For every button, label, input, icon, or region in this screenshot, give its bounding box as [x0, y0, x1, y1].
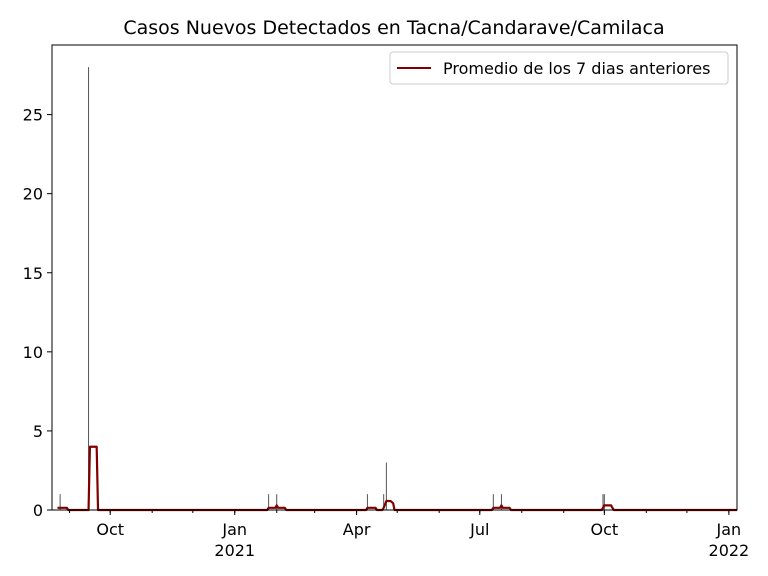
x-tick-label: Jul — [469, 520, 489, 539]
daily-case-bar — [383, 494, 385, 510]
average-line — [57, 445, 737, 512]
y-tick-label: 10 — [23, 343, 43, 362]
legend-label: Promedio de los 7 dias anteriores — [443, 59, 710, 78]
daily-case-bar — [366, 494, 368, 510]
y-axis: 0 5 10 15 20 25 — [23, 106, 52, 520]
chart-title: Casos Nuevos Detectados en Tacna/Candara… — [123, 17, 664, 39]
daily-case-bar — [385, 462, 387, 510]
x-tick-year-label: 2021 — [214, 541, 255, 560]
x-tick-label: Oct — [96, 520, 124, 539]
daily-case-bar — [500, 494, 502, 510]
y-tick-label: 0 — [33, 501, 43, 520]
x-tick-label: Jan — [716, 520, 742, 539]
y-tick-label: 20 — [23, 185, 43, 204]
daily-case-bar — [276, 494, 278, 510]
legend-box — [389, 51, 729, 85]
x-axis: Oct Jan 2021 Apr Jul Oct Jan 2022 — [69, 510, 750, 560]
average-line-series — [57, 445, 737, 512]
y-tick-label: 15 — [23, 264, 43, 283]
x-tick-label: Apr — [343, 520, 371, 539]
y-tick-label: 5 — [33, 422, 43, 441]
legend: Promedio de los 7 dias anteriores — [389, 51, 729, 85]
x-tick-label: Oct — [590, 520, 618, 539]
daily-case-bar — [602, 494, 604, 510]
daily-case-bar — [268, 494, 270, 510]
daily-case-bar — [88, 67, 90, 511]
plot-frame — [51, 44, 738, 511]
daily-case-bar — [603, 494, 605, 510]
y-tick-label: 25 — [23, 106, 43, 125]
bar-series — [59, 67, 738, 511]
daily-case-bar — [59, 494, 61, 510]
x-tick-year-label: 2022 — [709, 541, 750, 560]
daily-case-bar — [492, 494, 494, 510]
x-tick-label: Jan — [221, 520, 247, 539]
